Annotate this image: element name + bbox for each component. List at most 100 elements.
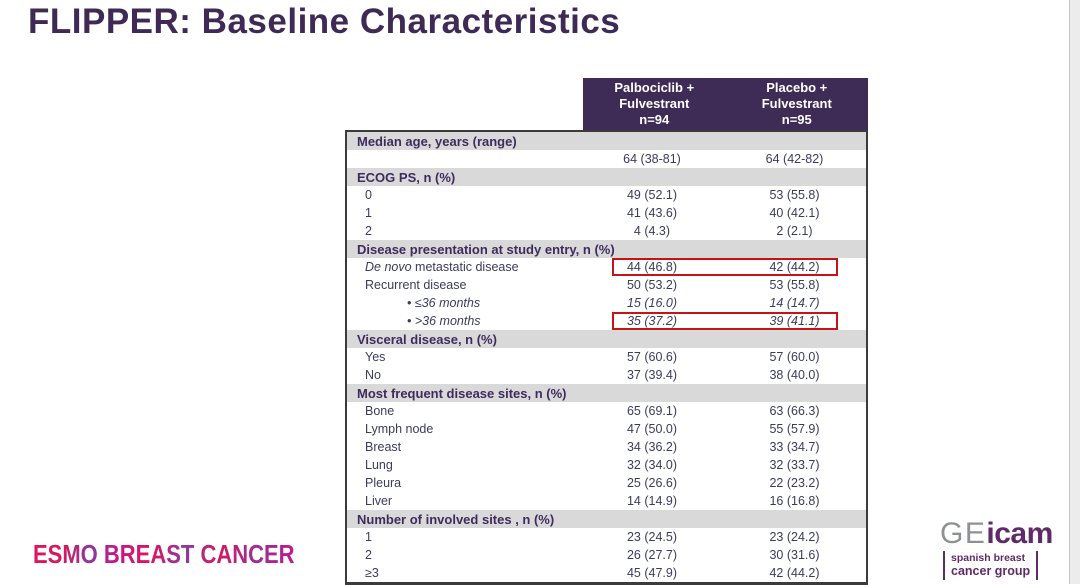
row-label: Lung xyxy=(365,458,393,472)
value-placebo: 32 (33.7) xyxy=(769,458,820,472)
geicam-logo: GEicam spanish breast cancer group xyxy=(940,519,1053,580)
table-row: Lymph node 47 (50.0) 55 (57.9) xyxy=(347,420,866,438)
value-palbociclib: 15 (16.0) xyxy=(626,296,678,310)
value-palbociclib: 45 (47.9) xyxy=(626,566,678,580)
value-palbociclib: 65 (69.1) xyxy=(626,404,678,418)
value-palbociclib: 47 (50.0) xyxy=(626,422,678,436)
section-label: Visceral disease, n (%) xyxy=(357,331,497,347)
table-row: 1 41 (43.6) 40 (42.1) xyxy=(347,204,866,222)
table-row: Lung 32 (34.0) 32 (33.7) xyxy=(347,456,866,474)
table-row: Liver 14 (14.9) 16 (16.8) xyxy=(347,492,866,510)
value-palbociclib: 25 (26.6) xyxy=(626,476,678,490)
right-edge-strip xyxy=(1069,0,1080,584)
table-column-headers: Palbociclib + Fulvestrant n=94 Placebo +… xyxy=(583,78,868,130)
value-placebo: 55 (57.9) xyxy=(769,422,820,436)
value-placebo: 23 (24.2) xyxy=(769,530,820,544)
geicam-tagline-line1: spanish breast xyxy=(951,552,1026,564)
table-row: ≥3 45 (47.9) 42 (44.2) xyxy=(347,564,866,582)
section-row: Number of involved sites , n (%) xyxy=(347,510,866,528)
table-row: Bone 65 (69.1) 63 (66.3) xyxy=(347,402,866,420)
value-placebo: 38 (40.0) xyxy=(769,368,820,382)
value-placebo: 42 (44.2) xyxy=(769,260,820,274)
table-row: Yes 57 (60.6) 57 (60.0) xyxy=(347,348,866,366)
section-label: Number of involved sites , n (%) xyxy=(357,511,555,527)
slide-title: FLIPPER: Baseline Characteristics xyxy=(28,2,621,41)
geicam-icam-text: icam xyxy=(986,517,1053,550)
table-body: Median age, years (range) 64 (38-81) 64 (4… xyxy=(345,130,868,585)
geicam-tagline-line2: cancer group xyxy=(951,564,1031,578)
section-label: Most frequent disease sites, n (%) xyxy=(357,385,567,401)
row-label: 1 xyxy=(365,530,372,544)
row-label: ≥3 xyxy=(365,566,379,580)
value-placebo: 53 (55.8) xyxy=(769,278,820,292)
value-placebo: 39 (41.1) xyxy=(769,314,820,328)
table-row: Recurrent disease 50 (53.2) 53 (55.8) xyxy=(347,276,866,294)
value-placebo: 16 (16.8) xyxy=(769,494,820,508)
value-palbociclib: 37 (39.4) xyxy=(626,368,678,382)
row-label: Liver xyxy=(365,494,393,508)
table-row: 64 (38-81) 64 (42-82) xyxy=(347,150,866,168)
value-placebo: 63 (66.3) xyxy=(769,404,820,418)
row-label: • >36 months xyxy=(407,314,481,328)
value-placebo: 2 (2.1) xyxy=(776,224,813,238)
value-palbociclib: 26 (27.7) xyxy=(626,548,678,562)
geicam-tagline: spanish breast cancer group xyxy=(943,551,1039,580)
table-row: 0 49 (52.1) 53 (55.8) xyxy=(347,186,866,204)
row-label: No xyxy=(365,368,381,382)
value-palbociclib: 44 (46.8) xyxy=(626,260,678,274)
value-placebo: 57 (60.0) xyxy=(769,350,820,364)
table-row: Breast 34 (36.2) 33 (34.7) xyxy=(347,438,866,456)
table-row: 1 23 (24.5) 23 (24.2) xyxy=(347,528,866,546)
row-label: 0 xyxy=(365,188,372,202)
value-palbociclib: 64 (38-81) xyxy=(623,152,681,166)
value-placebo: 33 (34.7) xyxy=(769,440,820,454)
value-palbociclib: 23 (24.5) xyxy=(626,530,678,544)
value-palbociclib: 57 (60.6) xyxy=(626,350,678,364)
geicam-ge-text: GE xyxy=(940,517,987,550)
value-palbociclib: 32 (34.0) xyxy=(626,458,678,472)
row-label: Lymph node xyxy=(365,422,434,436)
row-label: Recurrent disease xyxy=(365,278,467,292)
row-label: 1 xyxy=(365,206,372,220)
row-label: • ≤36 months xyxy=(407,296,481,310)
esmo-breast-cancer-logo: ESMO BREAST CANCER xyxy=(33,540,295,570)
section-label: ECOG PS, n (%) xyxy=(357,169,456,185)
value-palbociclib: 35 (37.2) xyxy=(626,314,678,328)
section-label: Median age, years (range) xyxy=(357,133,517,149)
table-row: • >36 months 35 (37.2) 39 (41.1) xyxy=(347,312,866,330)
table-row: 2 26 (27.7) 30 (31.6) xyxy=(347,546,866,564)
row-label: De novo metastatic disease xyxy=(365,260,519,274)
row-label: Breast xyxy=(365,440,402,454)
value-palbociclib: 50 (53.2) xyxy=(626,278,678,292)
table-row: 2 4 (4.3) 2 (2.1) xyxy=(347,222,866,240)
section-label: Disease presentation at study entry, n (… xyxy=(357,241,615,257)
value-placebo: 64 (42-82) xyxy=(765,152,824,166)
value-palbociclib: 14 (14.9) xyxy=(626,494,678,508)
section-row: ECOG PS, n (%) xyxy=(347,168,866,186)
value-placebo: 53 (55.8) xyxy=(769,188,820,202)
value-placebo: 14 (14.7) xyxy=(769,296,820,310)
section-row: Visceral disease, n (%) xyxy=(347,330,866,348)
value-palbociclib: 41 (43.6) xyxy=(626,206,678,220)
value-palbociclib: 49 (52.1) xyxy=(626,188,678,202)
table-row: No 37 (39.4) 38 (40.0) xyxy=(347,366,866,384)
table-row: De novo metastatic disease 44 (46.8) 42 (4… xyxy=(347,258,866,276)
value-placebo: 22 (23.2) xyxy=(769,476,820,490)
value-palbociclib: 34 (36.2) xyxy=(626,440,678,454)
row-label: Bone xyxy=(365,404,395,418)
column-header-palbociclib-fulvestrant: Palbociclib + Fulvestrant n=94 xyxy=(614,80,695,127)
table-row: • ≤36 months 15 (16.0) 14 (14.7) xyxy=(347,294,866,312)
row-label: 2 xyxy=(365,224,372,238)
section-row: Most frequent disease sites, n (%) xyxy=(347,384,866,402)
table-row: Pleura 25 (26.6) 22 (23.2) xyxy=(347,474,866,492)
value-placebo: 42 (44.2) xyxy=(769,566,820,580)
row-label: Pleura xyxy=(365,476,402,490)
geicam-wordmark: GEicam xyxy=(940,519,1053,549)
section-row: Median age, years (range) xyxy=(347,132,866,150)
column-header-placebo-fulvestrant: Placebo + Fulvestrant n=95 xyxy=(761,80,832,127)
row-label: 2 xyxy=(365,548,372,562)
section-row: Disease presentation at study entry, n (… xyxy=(347,240,866,258)
value-placebo: 30 (31.6) xyxy=(769,548,820,562)
row-label: Yes xyxy=(365,350,386,364)
